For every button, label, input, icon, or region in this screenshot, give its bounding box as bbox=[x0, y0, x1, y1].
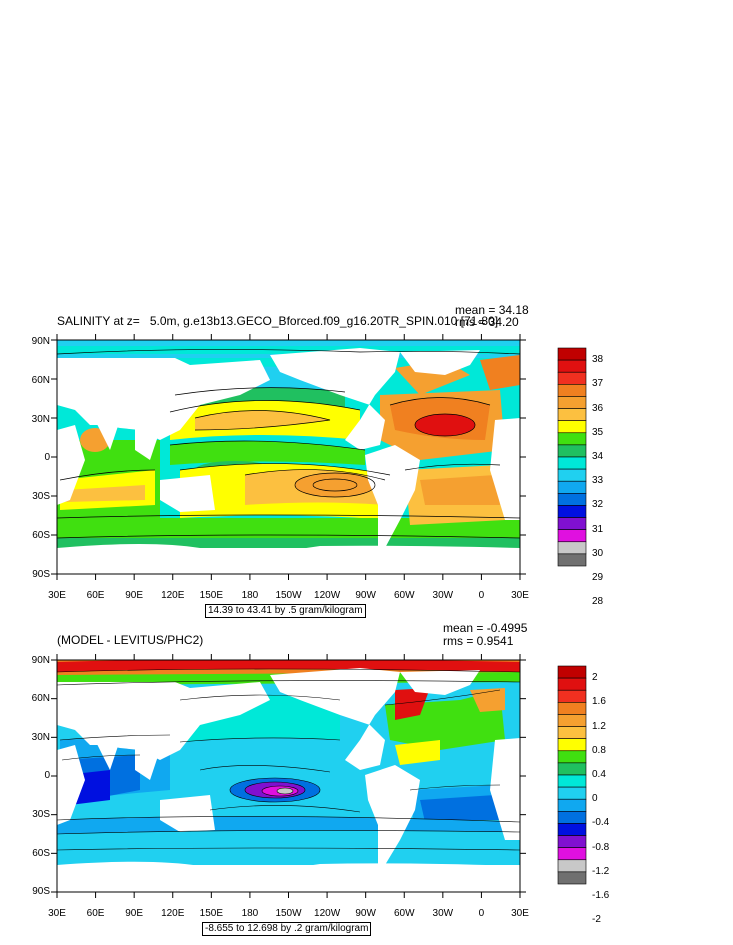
lat-label: 30S bbox=[32, 809, 50, 820]
colorbar-label: -0.8 bbox=[592, 841, 610, 853]
colorbar-swatch bbox=[557, 859, 587, 873]
bottom-panel-title: (MODEL - LEVITUS/PHC2) bbox=[57, 633, 204, 647]
colorbar-label: 35 bbox=[592, 426, 604, 438]
lat-label: 30N bbox=[31, 732, 50, 743]
colorbar-swatch bbox=[557, 835, 587, 848]
lon-label: 90W bbox=[355, 908, 376, 919]
colorbar-label: 38 bbox=[592, 354, 604, 366]
top-contour-info: 14.39 to 43.41 by .5 gram/kilogram bbox=[205, 604, 366, 618]
lat-label: 30N bbox=[31, 414, 50, 425]
lon-label: 0 bbox=[478, 590, 485, 601]
colorbar-label: 2 bbox=[592, 672, 598, 684]
colorbar-swatch bbox=[557, 823, 587, 836]
colorbar-label: 37 bbox=[592, 378, 604, 390]
colorbar-swatch bbox=[557, 798, 587, 812]
lat-label: 90S bbox=[32, 569, 50, 580]
bottom-panel-rms: rms = 0.9541 bbox=[443, 634, 514, 648]
lon-label: 30E bbox=[48, 908, 66, 919]
lon-label: 60W bbox=[393, 590, 415, 601]
colorbar-swatch bbox=[557, 750, 587, 764]
colorbar-swatch bbox=[557, 847, 587, 861]
lon-label: 180 bbox=[241, 908, 259, 919]
lon-label: 30E bbox=[511, 908, 529, 919]
colorbar-swatch bbox=[557, 811, 587, 824]
lon-label: 30W bbox=[432, 908, 454, 919]
colorbar-swatch bbox=[557, 762, 587, 776]
colorbar-label: 29 bbox=[592, 572, 604, 584]
lon-label: 90E bbox=[125, 590, 144, 601]
lon-label: 60W bbox=[393, 908, 415, 919]
lat-label: 60S bbox=[32, 848, 50, 859]
colorbar-swatch bbox=[557, 871, 587, 885]
lon-label: 150E bbox=[199, 590, 223, 601]
lat-label: 60N bbox=[31, 693, 50, 704]
colorbar-label: 0.8 bbox=[592, 744, 606, 756]
colorbar-swatch bbox=[557, 714, 587, 727]
top-panel-rms: rms = 34.20 bbox=[455, 315, 519, 329]
lon-label: 90W bbox=[355, 590, 376, 601]
lon-label: 120W bbox=[314, 908, 341, 919]
colorbar-label: 1.6 bbox=[592, 696, 606, 708]
bottom-contour-info: -8.655 to 12.698 by .2 gram/kilogram bbox=[202, 922, 372, 936]
colorbar-swatch bbox=[557, 738, 587, 752]
lon-label: 150W bbox=[275, 590, 302, 601]
lon-label: 0 bbox=[478, 908, 485, 919]
colorbar-label: 30 bbox=[592, 547, 604, 559]
colorbar-swatch bbox=[557, 786, 587, 800]
top-panel-mean: mean = 34.18 bbox=[455, 303, 529, 317]
lon-label: 30W bbox=[432, 590, 454, 601]
colorbar-label: 34 bbox=[592, 451, 604, 462]
top-panel-title: SALINITY at z= 5.0m, g.e13b13.GECO_Bforc… bbox=[57, 314, 499, 328]
colorbar-label: -2 bbox=[592, 914, 601, 926]
colorbar-swatch bbox=[557, 689, 587, 703]
colorbar-label: 0.4 bbox=[592, 769, 606, 780]
colorbar-swatch bbox=[557, 553, 587, 567]
lon-label: 30E bbox=[48, 590, 66, 601]
lon-label: 120E bbox=[161, 908, 185, 919]
colorbar-label: 32 bbox=[592, 499, 604, 511]
colorbar-label: 36 bbox=[592, 402, 604, 414]
colorbar-swatch bbox=[557, 726, 587, 739]
lon-label: 180 bbox=[241, 590, 259, 601]
colorbar-swatch bbox=[557, 774, 587, 788]
lon-label: 120E bbox=[161, 590, 185, 601]
lon-label: 150W bbox=[275, 908, 302, 919]
lon-label: 30E bbox=[511, 590, 529, 601]
colorbar-swatch bbox=[557, 702, 587, 715]
colorbar-label: -1.2 bbox=[592, 865, 610, 877]
lat-label: 0 bbox=[44, 452, 50, 463]
lat-label: 60S bbox=[32, 530, 50, 541]
colorbar-swatch bbox=[557, 665, 587, 679]
lat-label: 90S bbox=[32, 886, 50, 897]
lon-label: 90E bbox=[125, 908, 144, 919]
lon-label: 150E bbox=[199, 908, 223, 919]
colorbar-label: 28 bbox=[592, 596, 604, 608]
lat-label: 30S bbox=[32, 491, 50, 502]
colorbar-label: 31 bbox=[592, 523, 604, 535]
colorbar-label: -1.6 bbox=[592, 890, 610, 902]
lat-label: 90N bbox=[31, 655, 50, 666]
bottom-panel-mean: mean = -0.4995 bbox=[443, 621, 528, 635]
lon-label: 120W bbox=[314, 590, 341, 601]
colorbar-label: -0.4 bbox=[592, 817, 610, 829]
lat-label: 90N bbox=[31, 336, 50, 347]
lon-label: 60E bbox=[86, 590, 105, 601]
lat-label: 60N bbox=[31, 375, 50, 386]
lon-label: 60E bbox=[86, 908, 105, 919]
colorbar-label: 0 bbox=[592, 793, 598, 805]
lat-label: 0 bbox=[44, 770, 50, 781]
colorbar-swatch bbox=[557, 677, 587, 691]
colorbar-label: 1.2 bbox=[592, 720, 606, 732]
colorbar-label: 33 bbox=[592, 475, 604, 487]
